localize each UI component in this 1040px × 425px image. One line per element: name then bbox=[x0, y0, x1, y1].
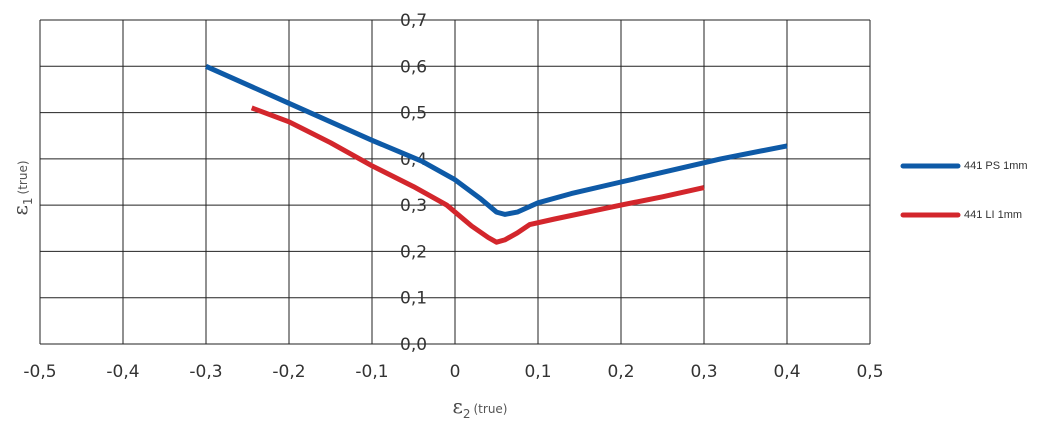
y-tick-label: 0,1 bbox=[400, 289, 427, 309]
x-tick-label: 0,2 bbox=[607, 362, 634, 382]
y-tick-label: 0,7 bbox=[400, 11, 427, 31]
y-axis-label-symbol: ε bbox=[8, 205, 32, 215]
tick-labels: -0,5 -0,4 -0,3 -0,2 -0,1 0 0,1 0,2 0,3 0,4 0,5 0,0 0… bbox=[23, 11, 883, 382]
x-axis-label-subscript: 2 bbox=[463, 407, 471, 421]
grid bbox=[39, 19, 871, 345]
svg-text:ε1(true): ε1 (true) bbox=[8, 160, 35, 215]
legend-label-441-ps: 441 PS 1mm bbox=[964, 160, 1028, 172]
legend-item: 441 LI 1mm bbox=[900, 209, 1022, 221]
y-tick-label: 0,2 bbox=[400, 242, 427, 262]
y-tick-label: 0,3 bbox=[400, 196, 427, 216]
legend: 441 PS 1mm 441 LI 1mm bbox=[900, 160, 1028, 221]
x-tick-label: -0,5 bbox=[23, 362, 56, 382]
y-tick-label: 0,5 bbox=[400, 104, 427, 124]
x-tick-label: 0,3 bbox=[690, 362, 717, 382]
x-tick-label: 0,1 bbox=[524, 362, 551, 382]
x-tick-label: 0,5 bbox=[856, 362, 883, 382]
x-tick-label: 0 bbox=[450, 362, 461, 382]
x-tick-label: -0,2 bbox=[272, 362, 305, 382]
series-line-441-ps-1mm bbox=[204, 64, 788, 217]
legend-label-441-li: 441 LI 1mm bbox=[964, 209, 1022, 221]
legend-item: 441 PS 1mm bbox=[900, 160, 1028, 172]
y-tick-label: 0,6 bbox=[400, 57, 427, 77]
x-axis-label: ε2 (true) bbox=[452, 394, 507, 421]
y-axis-label: ε1 (true) bbox=[8, 160, 35, 215]
y-tick-label: 0,0 bbox=[400, 335, 427, 355]
x-tick-label: -0,1 bbox=[355, 362, 388, 382]
series-line-441-li-1mm bbox=[250, 105, 705, 245]
y-axis-label-unit: (true) bbox=[16, 160, 30, 194]
svg-text:ε2(true): ε2 (true) bbox=[452, 394, 507, 421]
x-tick-label: -0,3 bbox=[189, 362, 222, 382]
x-tick-label: -0,4 bbox=[106, 362, 139, 382]
x-axis-label-symbol: ε bbox=[452, 394, 462, 418]
series-lines bbox=[204, 64, 788, 245]
x-tick-label: 0,4 bbox=[773, 362, 800, 382]
y-axis-label-subscript: 1 bbox=[21, 197, 35, 205]
x-axis-label-unit: (true) bbox=[474, 402, 508, 416]
